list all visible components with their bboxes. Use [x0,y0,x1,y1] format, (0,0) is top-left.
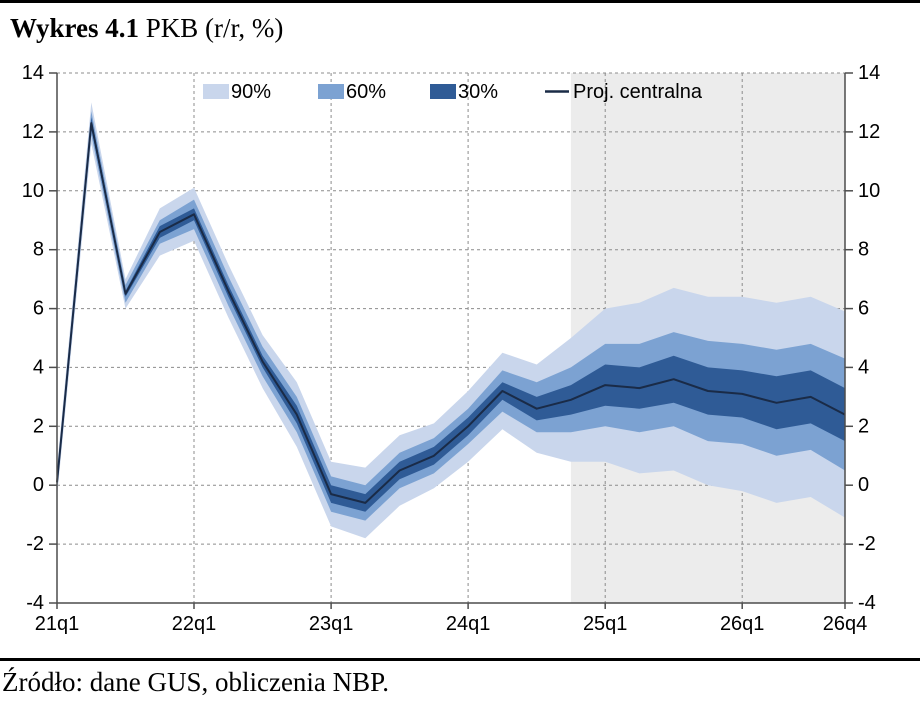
central-projection-line [56,122,846,504]
y-axis-label-right-8: 8 [858,239,869,261]
footer-rule [0,658,920,661]
y-axis-label-left-12: 12 [22,121,44,143]
x-axis-label-24q1: 24q1 [446,613,491,635]
y-axis-label-left-0: 0 [33,474,44,496]
y-axis-label-left-4: 4 [33,356,44,378]
legend-label-30%: 30% [458,81,498,103]
x-axis-label-21q1: 21q1 [35,613,80,635]
x-axis-label-26q1: 26q1 [720,613,765,635]
y-axis-label-left-8: 8 [33,239,44,261]
top-rule [0,0,920,3]
y-axis-label-right-6: 6 [858,298,869,320]
legend-label-60%: 60% [346,81,386,103]
y-axis-label-left--4: -4 [26,592,44,614]
source-note: Źródło: dane GUS, obliczenia NBP. [2,667,389,697]
fan-band-30% [57,117,845,512]
legend-swatch-90% [203,84,229,99]
x-axis-label-23q1: 23q1 [309,613,354,635]
y-axis-label-right-2: 2 [858,415,869,437]
x-axis-label-25q1: 25q1 [583,613,628,635]
y-axis-label-right-0: 0 [858,474,869,496]
y-axis-label-left-10: 10 [22,180,44,202]
y-axis-label-right-10: 10 [858,180,880,202]
legend-swatch-60% [318,84,344,99]
y-axis-label-left-2: 2 [33,415,44,437]
y-axis-label-right-14: 14 [858,62,880,84]
y-axis-label-left-14: 14 [22,62,44,84]
y-axis-label-right--4: -4 [858,592,876,614]
x-axis-label-26q4: 26q4 [823,613,868,635]
y-axis-label-left--2: -2 [26,533,44,555]
legend-label-Proj. centralna: Proj. centralna [573,81,703,103]
y-axis-label-right-4: 4 [858,356,869,378]
fan-band-60% [57,111,845,521]
chart-title-number: Wykres 4.1 [10,13,140,43]
y-axis-label-right-12: 12 [858,121,880,143]
legend-swatch-30% [430,84,456,99]
y-axis-label-right--2: -2 [858,533,876,555]
x-axis-label-22q1: 22q1 [172,613,217,635]
chart-title: Wykres 4.1 PKB (r/r, %) [10,10,920,50]
chart-title-text: PKB (r/r, %) [139,13,284,43]
legend-label-90%: 90% [231,81,271,103]
y-axis-label-left-6: 6 [33,298,44,320]
